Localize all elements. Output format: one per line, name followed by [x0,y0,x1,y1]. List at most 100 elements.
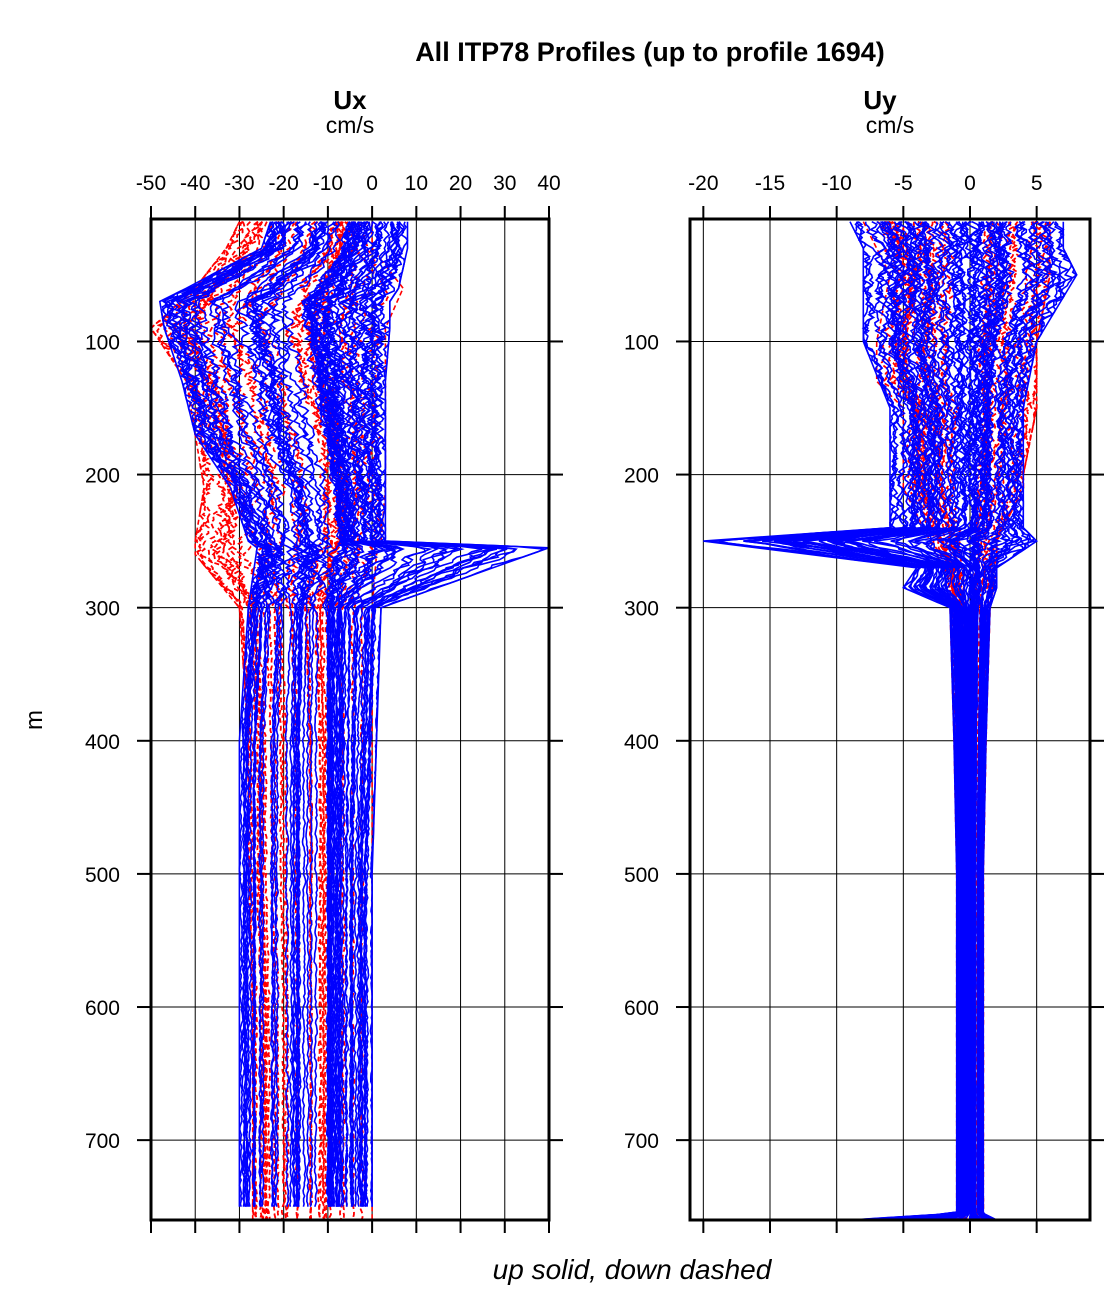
ux-up-profile [337,221,433,1207]
uy-xtick-label: -5 [894,172,913,195]
ux-up-profile [266,221,335,1207]
ux-xtick-label: 0 [366,172,378,195]
uy-xtick-label: -15 [755,172,785,195]
ux-up-profile [301,221,353,1207]
uy-up-profile [948,221,995,1220]
ux-up-profile [251,221,328,1207]
ux-xtick-label: -30 [224,172,254,195]
ux-xtick-label: -10 [313,172,343,195]
ux-up-profile [180,221,282,1208]
ux-up-profile [178,221,289,1207]
ux-up-profile [326,221,404,1207]
uy-panel-title: Uy [863,85,897,115]
ux-ytick-label: 300 [85,598,120,621]
ux-down-profile [312,221,348,1220]
ux-ytick-label: 600 [85,997,120,1020]
uy-ytick-label: 700 [624,1130,659,1153]
uy-up-profile [922,221,970,1220]
uy-xtick-label: -20 [688,172,718,195]
uy-up-extreme [703,221,958,1220]
ux-up-profile [245,221,323,1208]
uy-up-profile [981,221,1078,1220]
uy-up-profile [743,221,960,1220]
ux-up-profile [369,221,545,1207]
ux-up-profile [310,221,364,1207]
ux-up-profile [360,221,497,1207]
ux-up-profile [364,221,518,1207]
ux-up-profile [185,220,292,1207]
ux-down-profile [228,221,299,1220]
ux-ytick-label: 100 [85,331,120,354]
ux-panel-title: Ux [333,85,367,115]
uy-xtick-label: -10 [821,172,851,195]
ux-xtick-label: -50 [136,172,166,195]
uy-up-profile [937,221,978,1220]
ux-up-profile [354,221,483,1207]
uy-ytick-label: 100 [624,331,659,354]
ux-panel: Ux cm/s -50 -40 -30 -20 -10 0 10 20 30 40 100 200 30… [85,85,563,1233]
ux-up-profile [357,221,492,1207]
ux-xtick-label: -20 [268,172,298,195]
uy-up-profile [890,221,969,1220]
ux-panel-unit: cm/s [326,112,375,138]
ux-xtick-label: 30 [493,172,516,195]
ux-up-profile [243,221,322,1207]
uy-ytick-label: 500 [624,864,659,887]
ux-up-profile [253,221,326,1207]
ux-up-profile [190,221,295,1207]
uy-up-profile [979,221,1062,1220]
uy-up-profile [978,221,1053,1220]
uy-plot-frame [688,217,1092,1222]
uy-up-profile [781,221,963,1220]
uy-up-profile [826,221,965,1220]
ux-ytick-label: 500 [85,864,120,887]
ux-down-profile [305,221,346,1220]
ux-plot-frame [149,217,551,1222]
ux-down-profile [222,221,295,1220]
ux-up-profile [260,221,330,1207]
ux-xtick-label: 20 [449,172,472,195]
ux-up-profile [219,221,307,1207]
ux-up-profile [208,221,302,1207]
ux-up-extreme [371,221,549,1207]
ux-down-profile [299,221,346,1220]
uy-up-profile [862,221,968,1220]
ux-up-profile [347,221,449,1207]
uy-down-profile [981,221,1052,1220]
ux-up-profile [271,221,341,1207]
ux-up-profile [164,221,280,1207]
ux-down-profile [199,220,280,1220]
ux-up-profile [161,221,275,1207]
uy-up-profile [792,221,963,1220]
uy-ytick-label: 200 [624,465,659,488]
uy-up-profile [980,221,1070,1220]
ux-up-profile [359,221,493,1208]
uy-up-profile [969,221,1013,1220]
ux-up-extreme [158,221,272,1207]
ux-up-profile [234,221,318,1207]
ux-up-profile [280,221,341,1207]
y-axis-label: m [21,710,48,730]
ux-down-profile [307,221,350,1220]
ux-xtick-label: 40 [537,172,560,195]
uy-up-profile [843,221,966,1220]
figure-title: All ITP78 Profiles (up to profile 1694) [415,37,885,67]
footer-caption: up solid, down dashed [493,1254,773,1285]
ux-up-profile [325,221,405,1207]
uy-up-profile [976,221,1040,1220]
uy-up-profile [946,221,986,1220]
ux-xtick-label: -40 [180,172,210,195]
ux-down-profile [218,221,293,1220]
ux-xtick-label: 10 [405,172,428,195]
ux-ytick-label: 200 [85,465,120,488]
uy-panel-unit: cm/s [866,112,915,138]
uy-up-profile [962,220,998,1220]
uy-ytick-label: 600 [624,997,659,1020]
uy-ytick-label: 300 [624,598,659,621]
ux-ytick-label: 400 [85,731,120,754]
ux-ytick-label: 700 [85,1130,120,1153]
ux-up-profile [324,221,397,1207]
uy-xtick-label: 0 [964,172,976,195]
uy-xtick-label: 5 [1031,172,1043,195]
